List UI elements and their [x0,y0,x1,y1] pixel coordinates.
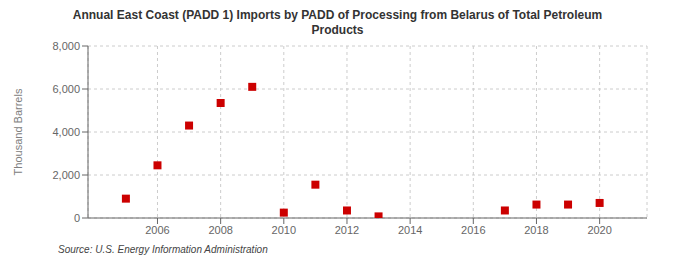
svg-text:2008: 2008 [208,224,232,236]
svg-text:2018: 2018 [524,224,548,236]
html-text:Source: U.S. Energy Informatio: Source: U.S. Energy Information Administ… [58,244,268,255]
html-text:Products: Products [311,23,364,37]
svg-text:0: 0 [74,212,80,224]
svg-text:2012: 2012 [335,224,359,236]
svg-text:2,000: 2,000 [52,169,80,181]
svg-text:4,000: 4,000 [52,126,80,138]
svg-text:8,000: 8,000 [52,40,80,52]
svg-text:2016: 2016 [461,224,485,236]
svg-text:6,000: 6,000 [52,83,80,95]
svg-text:2006: 2006 [145,224,169,236]
svg-text:2020: 2020 [587,224,611,236]
svg-text:2014: 2014 [398,224,422,236]
html-text:Annual East Coast (PADD 1) Imp: Annual East Coast (PADD 1) Imports by PA… [72,8,603,22]
svg-text:2010: 2010 [272,224,296,236]
svg-text:Thousand Barrels: Thousand Barrels [12,88,24,175]
